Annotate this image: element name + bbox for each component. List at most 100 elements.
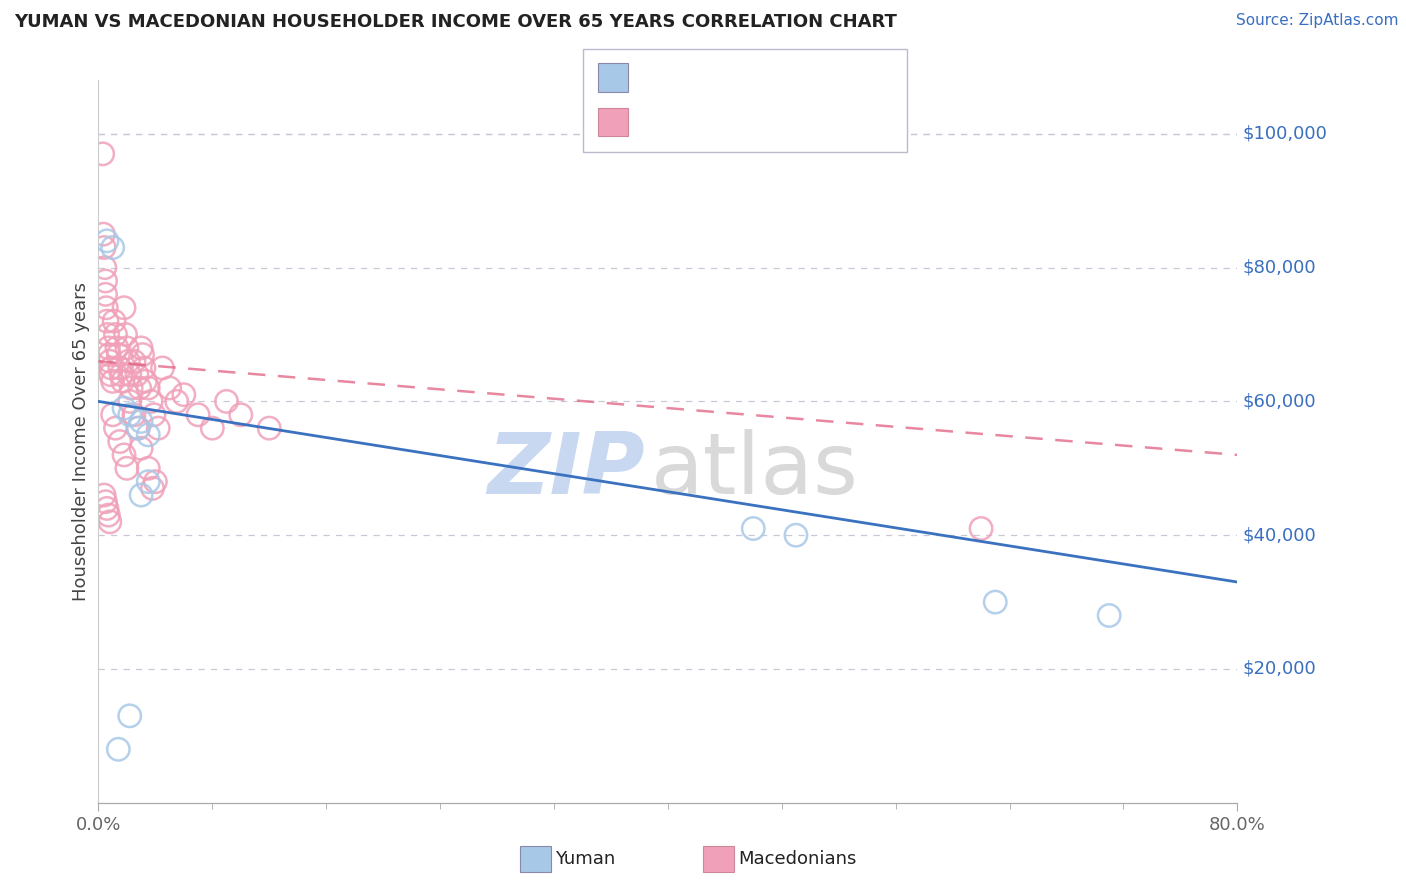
Text: N =: N =: [752, 113, 804, 131]
Point: [127, 421, 149, 435]
Point: [118, 394, 141, 409]
Point: [96, 301, 118, 315]
Text: $20,000: $20,000: [1243, 660, 1317, 678]
Point: [101, 375, 124, 389]
Point: [93, 227, 115, 241]
Point: [94, 274, 117, 288]
Point: [93, 488, 115, 502]
Point: [139, 394, 162, 409]
Point: [259, 421, 281, 435]
Point: [984, 595, 1007, 609]
Point: [142, 408, 165, 422]
Point: [125, 368, 148, 382]
Text: -0.034: -0.034: [682, 113, 752, 131]
Point: [115, 341, 138, 355]
Point: [111, 375, 134, 389]
Point: [229, 408, 252, 422]
Point: [100, 361, 122, 376]
Text: Macedonians: Macedonians: [738, 850, 856, 868]
Point: [129, 414, 152, 428]
Point: [107, 348, 129, 362]
Point: [112, 448, 135, 462]
Point: [129, 441, 152, 455]
Point: [96, 314, 118, 328]
Point: [148, 421, 170, 435]
Point: [115, 461, 138, 475]
Point: [129, 341, 152, 355]
Point: [159, 381, 181, 395]
Point: [136, 461, 159, 475]
Point: [98, 354, 121, 368]
Point: [97, 341, 120, 355]
Point: [94, 260, 117, 275]
Text: -0.317: -0.317: [682, 69, 752, 87]
Point: [120, 381, 142, 395]
Point: [128, 381, 150, 395]
Point: [108, 361, 131, 376]
Point: [101, 408, 124, 422]
Point: [105, 341, 128, 355]
Text: 66: 66: [801, 113, 827, 131]
Text: ZIP: ZIP: [488, 429, 645, 512]
Point: [112, 401, 135, 416]
Text: $60,000: $60,000: [1243, 392, 1316, 410]
Text: $100,000: $100,000: [1243, 125, 1327, 143]
Point: [100, 368, 122, 382]
Point: [122, 408, 145, 422]
Text: Yuman: Yuman: [555, 850, 616, 868]
Point: [94, 287, 117, 301]
Point: [970, 521, 993, 535]
Point: [104, 327, 127, 342]
Point: [145, 475, 167, 489]
Point: [131, 348, 153, 362]
Point: [110, 368, 132, 382]
Text: 15: 15: [801, 69, 827, 87]
Text: R =: R =: [640, 113, 679, 131]
Point: [98, 348, 121, 362]
Point: [136, 475, 159, 489]
Point: [141, 482, 163, 496]
Point: [129, 488, 152, 502]
Point: [96, 501, 118, 516]
Point: [118, 408, 141, 422]
Point: [94, 494, 117, 508]
Point: [104, 421, 127, 435]
Point: [93, 240, 115, 255]
Point: [742, 521, 765, 535]
Text: $80,000: $80,000: [1243, 259, 1316, 277]
Text: atlas: atlas: [651, 429, 859, 512]
Point: [118, 708, 141, 723]
Point: [152, 361, 174, 376]
Point: [127, 421, 149, 435]
Point: [136, 381, 159, 395]
Point: [122, 354, 145, 368]
Point: [132, 361, 155, 376]
Text: YUMAN VS MACEDONIAN HOUSEHOLDER INCOME OVER 65 YEARS CORRELATION CHART: YUMAN VS MACEDONIAN HOUSEHOLDER INCOME O…: [14, 13, 897, 31]
Point: [215, 394, 238, 409]
Point: [1098, 608, 1121, 623]
Point: [96, 234, 118, 248]
Point: [108, 434, 131, 449]
Point: [114, 327, 136, 342]
Point: [136, 427, 159, 442]
Point: [91, 146, 114, 161]
Point: [107, 742, 129, 756]
Point: [166, 394, 188, 409]
Point: [173, 387, 195, 401]
Text: R =: R =: [640, 69, 679, 87]
Point: [101, 240, 124, 255]
Text: N =: N =: [752, 69, 804, 87]
Point: [187, 408, 209, 422]
Text: $40,000: $40,000: [1243, 526, 1317, 544]
Point: [98, 515, 121, 529]
Point: [97, 508, 120, 523]
Point: [112, 301, 135, 315]
Point: [97, 327, 120, 342]
Text: Source: ZipAtlas.com: Source: ZipAtlas.com: [1236, 13, 1399, 29]
Y-axis label: Householder Income Over 65 years: Householder Income Over 65 years: [72, 282, 90, 601]
Point: [117, 354, 139, 368]
Point: [785, 528, 807, 542]
Point: [134, 375, 156, 389]
Point: [103, 314, 125, 328]
Point: [201, 421, 224, 435]
